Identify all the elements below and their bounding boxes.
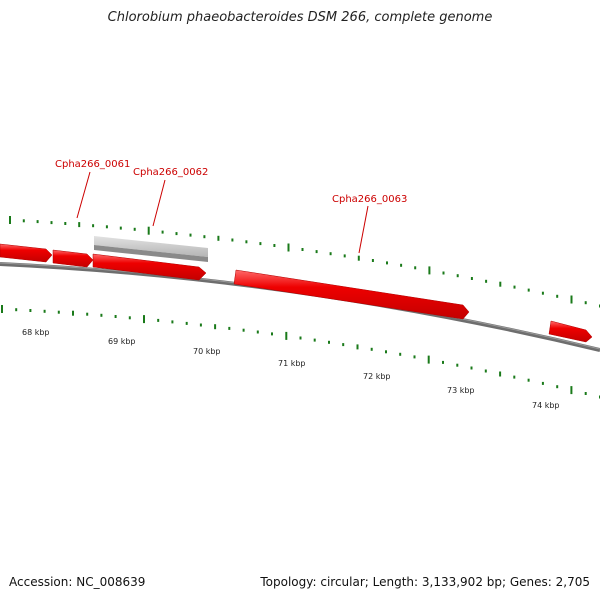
gene-arrow-right[interactable] (548, 320, 593, 343)
scale-label-70kbp: 70 kbp (193, 347, 221, 356)
genome-summary-text: Topology: circular; Length: 3,133,902 bp… (260, 575, 590, 589)
gene-arrow-1[interactable] (0, 243, 53, 263)
scale-label-72kbp: 72 kbp (363, 372, 391, 381)
gene-arrow-cpha266-0061[interactable] (52, 249, 94, 268)
lower-tick-track (1, 305, 600, 399)
genome-backbone-highlight (0, 262, 600, 350)
map-title: Chlorobium phaeobacteroides DSM 266, com… (107, 10, 493, 25)
gene-label-cpha266-0063[interactable]: Cpha266_0063 (332, 194, 407, 205)
label-leader-0063 (358, 205, 369, 254)
scale-label-69kbp: 69 kbp (108, 337, 136, 346)
gene-label-cpha266-0062[interactable]: Cpha266_0062 (133, 167, 208, 178)
upper-tick-track (9, 216, 600, 308)
accession-text: Accession: NC_008639 (9, 575, 146, 589)
scale-label-73kbp: 73 kbp (447, 386, 475, 395)
scale-label-71kbp: 71 kbp (278, 359, 306, 368)
label-leader-0061 (76, 171, 91, 219)
gene-arrow-cpha266-0062[interactable] (92, 253, 207, 281)
scale-label-68kbp: 68 kbp (22, 328, 50, 337)
gene-cpha266-0062-pseudo[interactable] (94, 236, 208, 262)
scale-label-74kbp: 74 kbp (532, 401, 560, 410)
gene-arrow-cpha266-0063[interactable] (233, 269, 470, 320)
gene-label-cpha266-0061[interactable]: Cpha266_0061 (55, 159, 130, 170)
label-leader-0062 (152, 179, 166, 227)
